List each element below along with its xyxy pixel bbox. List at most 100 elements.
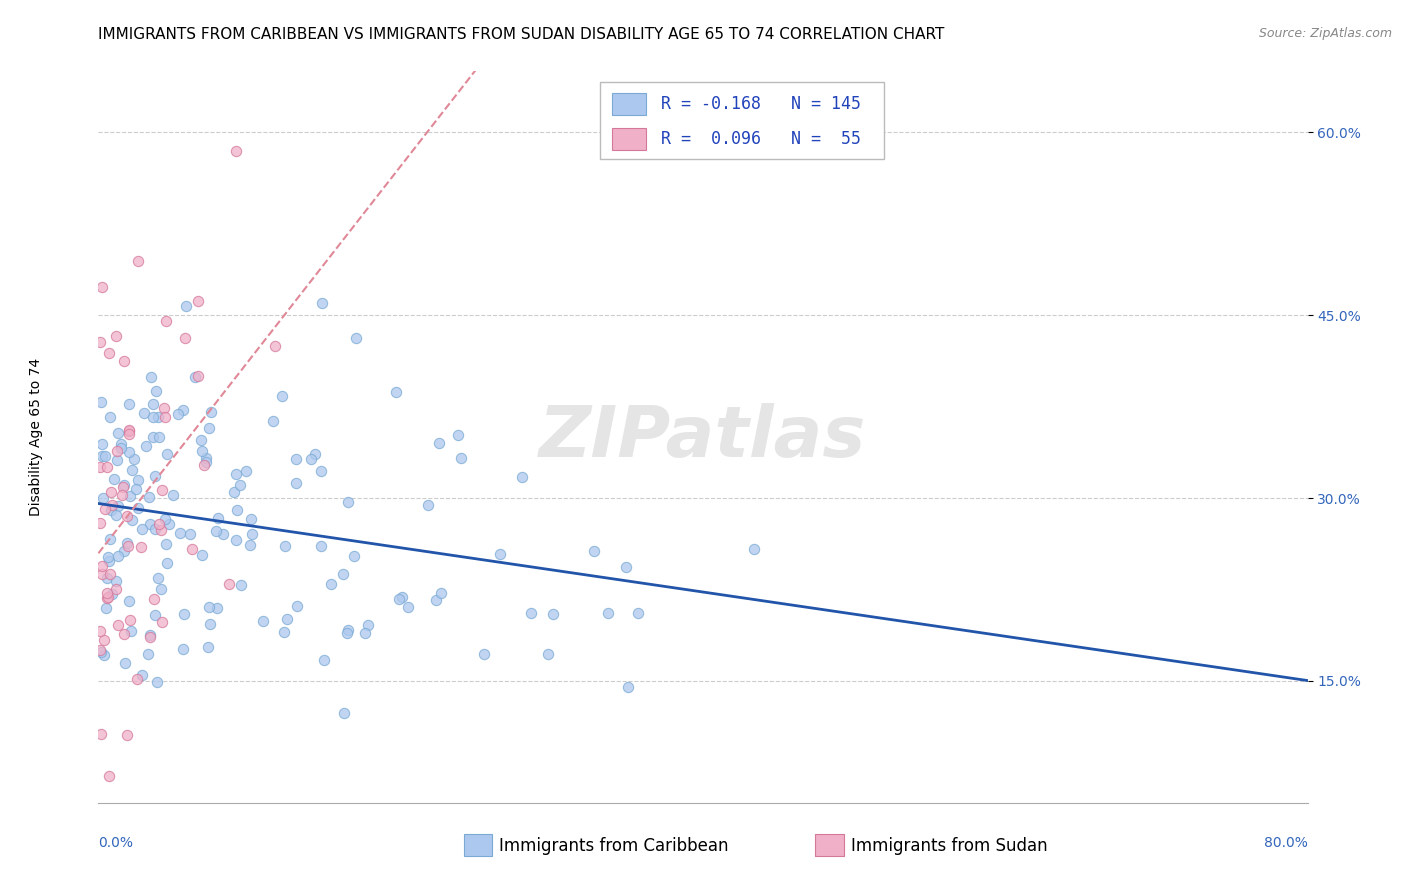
Point: [336, 626, 359, 640]
Point: [91, 491, 114, 505]
Point: [153, 409, 176, 424]
Point: [388, 591, 411, 606]
Point: [131, 668, 153, 682]
Point: [89, 516, 111, 530]
Point: [120, 624, 142, 638]
Point: [309, 464, 332, 478]
Point: [89, 624, 111, 638]
Text: R =  0.096   N =  55: R = 0.096 N = 55: [661, 130, 860, 148]
Point: [167, 407, 190, 421]
Point: [110, 442, 132, 456]
Point: [111, 480, 134, 494]
Point: [614, 560, 637, 574]
Point: [239, 538, 262, 552]
Bar: [613, 128, 647, 151]
Point: [235, 464, 257, 478]
Point: [273, 625, 295, 640]
Point: [155, 314, 177, 328]
Point: [583, 544, 606, 558]
Point: [118, 489, 141, 503]
Point: [187, 368, 209, 383]
Point: [398, 600, 420, 615]
Text: 0.0%: 0.0%: [98, 836, 134, 850]
Text: Immigrants from Caribbean: Immigrants from Caribbean: [499, 837, 728, 855]
Point: [138, 490, 160, 504]
Point: [107, 549, 129, 564]
Point: [447, 428, 470, 442]
Point: [91, 566, 114, 581]
Point: [191, 444, 214, 458]
Point: [195, 455, 218, 469]
Point: [132, 406, 155, 420]
Point: [264, 339, 287, 353]
Point: [97, 554, 120, 568]
Point: [105, 582, 128, 596]
Point: [143, 607, 166, 622]
Point: [617, 680, 640, 694]
Point: [299, 452, 322, 467]
Point: [222, 484, 245, 499]
Point: [285, 475, 308, 490]
Point: [543, 607, 565, 622]
Text: IMMIGRANTS FROM CARIBBEAN VS IMMIGRANTS FROM SUDAN DISABILITY AGE 65 TO 74 CORRE: IMMIGRANTS FROM CARIBBEAN VS IMMIGRANTS …: [98, 27, 945, 42]
Point: [156, 447, 179, 461]
Point: [107, 618, 129, 632]
Point: [127, 473, 149, 487]
Point: [100, 503, 122, 517]
Point: [287, 599, 309, 614]
Point: [124, 452, 146, 467]
Point: [304, 446, 326, 460]
Point: [262, 414, 284, 428]
Text: Source: ZipAtlas.com: Source: ZipAtlas.com: [1258, 27, 1392, 40]
Point: [149, 523, 172, 537]
Point: [391, 590, 413, 604]
Point: [145, 384, 167, 398]
Point: [142, 591, 165, 606]
Point: [229, 477, 252, 491]
Point: [231, 578, 253, 592]
Point: [150, 483, 173, 498]
Point: [103, 472, 125, 486]
Text: 80.0%: 80.0%: [1264, 836, 1308, 850]
Point: [125, 483, 148, 497]
Point: [429, 586, 451, 600]
Point: [118, 397, 141, 411]
Point: [112, 627, 135, 641]
Point: [121, 513, 143, 527]
Point: [537, 648, 560, 662]
Point: [344, 331, 367, 345]
Point: [90, 395, 112, 409]
Point: [104, 574, 127, 589]
Point: [96, 571, 118, 585]
Point: [112, 544, 135, 558]
Point: [512, 470, 534, 484]
Point: [90, 449, 112, 463]
Point: [190, 548, 212, 562]
Point: [225, 467, 247, 481]
Point: [212, 527, 235, 541]
Point: [157, 516, 180, 531]
Point: [172, 402, 194, 417]
Point: [162, 488, 184, 502]
Point: [336, 623, 359, 637]
Point: [115, 509, 138, 524]
Point: [225, 144, 247, 158]
Point: [273, 539, 295, 553]
Point: [225, 533, 247, 547]
Point: [135, 438, 157, 452]
Point: [139, 630, 162, 644]
Point: [198, 599, 221, 614]
Point: [156, 556, 179, 570]
Point: [190, 434, 212, 448]
Point: [173, 607, 195, 621]
Y-axis label: Disability Age 65 to 74: Disability Age 65 to 74: [30, 358, 42, 516]
Point: [427, 436, 450, 450]
Point: [194, 451, 217, 466]
Point: [131, 522, 153, 536]
Point: [90, 727, 112, 741]
Point: [418, 498, 440, 512]
Point: [143, 468, 166, 483]
Point: [91, 437, 114, 451]
Point: [94, 601, 117, 615]
Point: [520, 606, 543, 620]
